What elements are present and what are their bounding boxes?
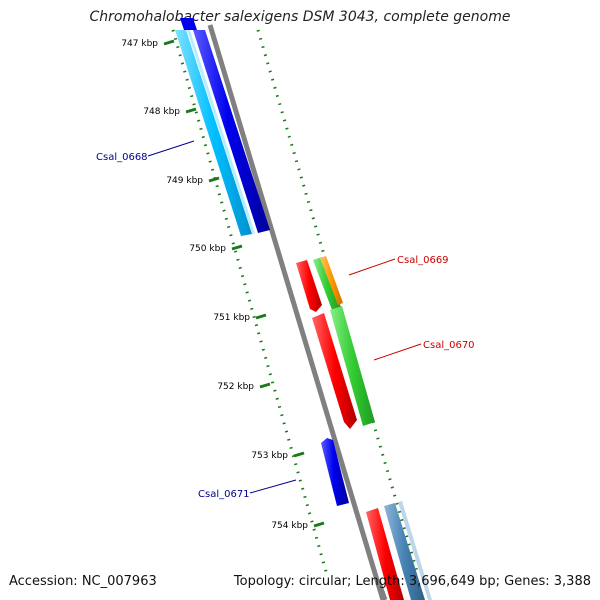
cds-csal-0671 [321,438,349,506]
cds-csal-0670 [330,306,375,426]
gene-label: Csal_0668 [96,152,148,163]
tick-mark [163,39,175,46]
accession-text: Accession: NC_007963 [9,574,157,589]
map-title: Chromohalobacter salexigens DSM 3043, co… [89,9,511,25]
gene-label: Csal_0669 [397,255,449,266]
gene-label: Csal_0671 [198,489,250,500]
cds-light-blue-highlight [187,30,255,234]
gene-label: Csal_0670 [423,340,475,351]
tick-group: 747 kbp 748 kbp 749 kbp 750 kbp 751 kbp 752 k… [121,39,325,531]
tick-mark [259,382,271,389]
cds-green-upper [313,257,341,310]
gene-label-leader [373,343,422,361]
tick-mark [255,313,267,320]
backbone-bottom [375,579,388,600]
tick-label: 749 kbp [166,176,203,186]
cds-red-lower [312,313,357,429]
cds-red-bottom [366,508,404,600]
gene-label-leader [348,258,396,276]
cds-top-stub [180,18,197,30]
cds-csal-0668 [193,30,270,233]
tick-label: 753 kbp [251,451,288,461]
tick-mark [208,176,220,183]
cds-steel-blue-bottom [384,503,425,600]
tick-mark [293,451,305,458]
tick-label: 752 kbp [217,382,254,392]
inner-dotted-track [171,29,329,576]
gene-label-leader [147,140,195,157]
cds-csal-0669 [320,256,343,305]
gene-label-leader [249,479,297,494]
cds-red-upper [296,260,322,312]
outer-dotted-track [256,29,420,576]
genome-summary-text: Topology: circular; Length: 3,696,649 bp… [233,574,591,589]
tick-label: 747 kbp [121,39,158,49]
cds-steel-blue-highlight [398,501,432,600]
genome-backbone [207,24,386,600]
cds-light-blue-top [175,30,252,236]
tick-mark [231,244,243,251]
tick-label: 750 kbp [189,244,226,254]
tick-label: 751 kbp [213,313,250,323]
tick-label: 748 kbp [143,107,180,117]
tick-label: 754 kbp [271,521,308,531]
tick-mark [313,521,325,528]
gene-label-group: Csal_0668 Csal_0669 Csal_0670 Csal_0671 [96,140,475,500]
tick-mark [185,107,197,114]
